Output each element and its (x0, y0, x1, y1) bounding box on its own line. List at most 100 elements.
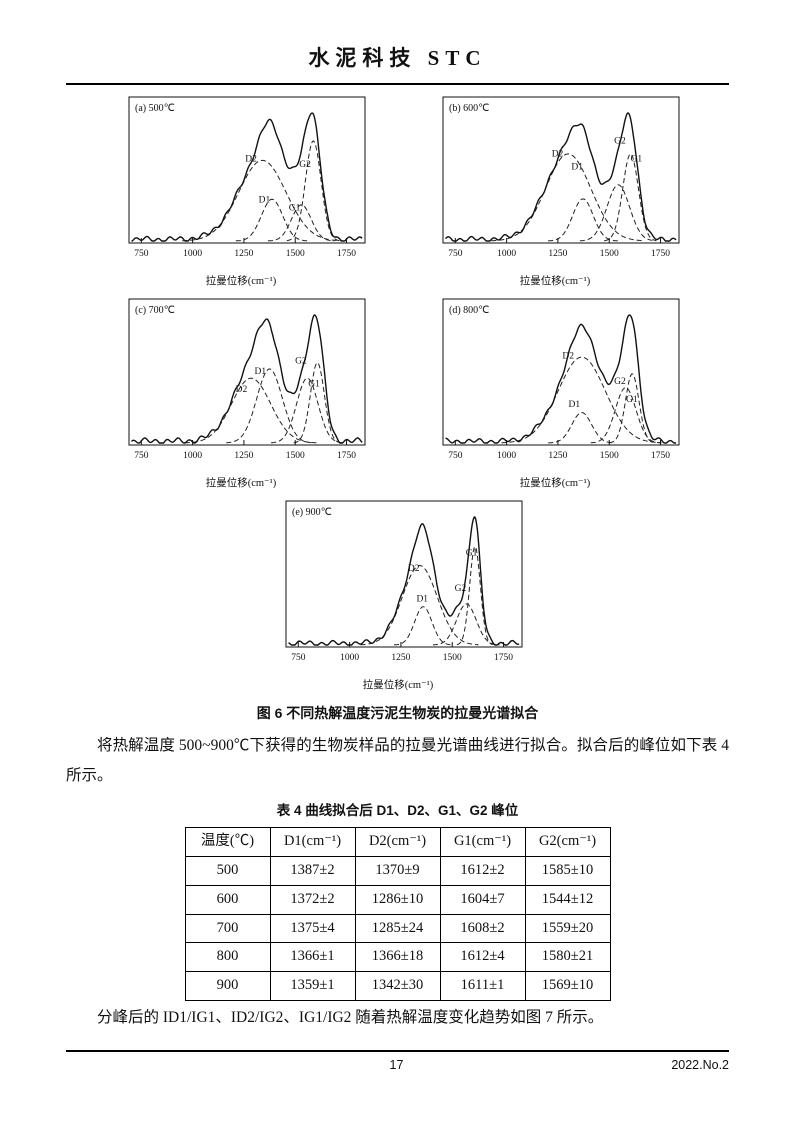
svg-text:750: 750 (448, 249, 463, 259)
svg-text:(e) 900℃: (e) 900℃ (292, 507, 332, 518)
svg-text:D2: D2 (245, 155, 257, 165)
raman-plot-d: 750 1000 1250 1500 1750 (d) 800℃ 拉曼位移(cm⁻¹) D2 D… (442, 298, 679, 489)
svg-text:1250: 1250 (391, 653, 410, 663)
raman-chart-b: 750 1000 1250 1500 1750 (b) 600℃ 拉曼位移(cm⁻¹) D2 D… (419, 91, 691, 291)
table-cell: 1366±1 (269, 942, 356, 973)
footer-divider (66, 1050, 729, 1052)
svg-text:750: 750 (134, 451, 149, 461)
header-divider (66, 83, 729, 85)
svg-text:1250: 1250 (234, 249, 253, 259)
svg-text:D2: D2 (562, 352, 574, 362)
svg-text:G2: G2 (614, 377, 626, 387)
svg-text:拉曼位移(cm⁻¹): 拉曼位移(cm⁻¹) (519, 274, 590, 287)
table-cell: 1580±21 (524, 942, 611, 973)
table-cell: 1359±1 (269, 971, 356, 1001)
raman-chart-e: 750 1000 1250 1500 1750 (e) 900℃ 拉曼位移(cm⁻¹) D2 D… (262, 495, 534, 695)
table-cell: 1611±1 (439, 971, 526, 1001)
table-cell: 1372±2 (269, 884, 356, 915)
table-header-row: 温度(℃) D1(cm⁻¹) D2(cm⁻¹) G1(cm⁻¹) G2(cm⁻¹) (184, 827, 611, 858)
issue-label: 2022.No.2 (671, 1058, 729, 1072)
svg-text:G1: G1 (308, 380, 320, 390)
svg-text:G2: G2 (614, 137, 626, 147)
svg-text:(c) 700℃: (c) 700℃ (135, 305, 175, 316)
page-number: 17 (389, 1058, 404, 1072)
raman-chart-a: 750 1000 1250 1500 1750 (a) 500℃ 拉曼位移(cm⁻¹) D2 D… (105, 91, 377, 291)
table-header-cell: G1(cm⁻¹) (439, 827, 526, 858)
table-row: 500 1387±2 1370±9 1612±2 1585±10 (184, 856, 611, 886)
svg-text:D2: D2 (551, 150, 563, 160)
svg-text:拉曼位移(cm⁻¹): 拉曼位移(cm⁻¹) (205, 476, 276, 489)
svg-text:1250: 1250 (548, 249, 567, 259)
svg-text:1750: 1750 (337, 451, 356, 461)
table-row: 700 1375±4 1285±24 1608±2 1559±20 (184, 913, 611, 944)
svg-text:拉曼位移(cm⁻¹): 拉曼位移(cm⁻¹) (519, 476, 590, 489)
svg-text:拉曼位移(cm⁻¹): 拉曼位移(cm⁻¹) (205, 274, 276, 287)
table-cell: 1604±7 (439, 884, 526, 915)
table-cell: 500 (184, 856, 271, 886)
svg-text:1750: 1750 (337, 249, 356, 259)
table-cell: 600 (184, 884, 271, 915)
svg-text:G1: G1 (465, 548, 477, 558)
svg-text:(d) 800℃: (d) 800℃ (449, 305, 489, 316)
svg-text:750: 750 (134, 249, 149, 259)
table-cell: 1366±18 (354, 942, 441, 973)
chart-row-3: 750 1000 1250 1500 1750 (e) 900℃ 拉曼位移(cm⁻¹) D2 D… (66, 495, 729, 695)
svg-text:750: 750 (448, 451, 463, 461)
svg-text:D1: D1 (571, 162, 583, 172)
table-cell: 1612±2 (439, 856, 526, 886)
table-cell: 1585±10 (524, 856, 611, 886)
chart-row-1: 750 1000 1250 1500 1750 (a) 500℃ 拉曼位移(cm⁻¹) D2 D… (66, 91, 729, 291)
raman-plot-c: 750 1000 1250 1500 1750 (c) 700℃ 拉曼位移(cm⁻¹) D2 D… (128, 298, 365, 489)
raman-chart-c: 750 1000 1250 1500 1750 (c) 700℃ 拉曼位移(cm⁻¹) D2 D… (105, 293, 377, 493)
table-cell: 1370±9 (354, 856, 441, 886)
svg-text:750: 750 (291, 653, 306, 663)
svg-text:1000: 1000 (497, 451, 516, 461)
table-cell: 700 (184, 913, 271, 944)
svg-text:1500: 1500 (599, 249, 618, 259)
table-cell: 1612±4 (439, 942, 526, 973)
svg-text:1000: 1000 (183, 249, 202, 259)
svg-text:G2: G2 (295, 357, 307, 367)
raman-chart-d: 750 1000 1250 1500 1750 (d) 800℃ 拉曼位移(cm⁻¹) D2 D… (419, 293, 691, 493)
svg-text:D1: D1 (254, 367, 266, 377)
svg-text:1000: 1000 (183, 451, 202, 461)
svg-text:(b) 600℃: (b) 600℃ (449, 103, 489, 114)
svg-text:1750: 1750 (494, 653, 513, 663)
svg-text:G1: G1 (630, 155, 642, 165)
table-cell: 1387±2 (269, 856, 356, 886)
svg-text:(a) 500℃: (a) 500℃ (135, 103, 175, 114)
raman-plot-e: 750 1000 1250 1500 1750 (e) 900℃ 拉曼位移(cm⁻¹) D2 D… (285, 500, 522, 691)
table-row: 900 1359±1 1342±30 1611±1 1569±10 (184, 971, 611, 1001)
table-row: 800 1366±1 1366±18 1612±4 1580±21 (184, 942, 611, 973)
paragraph-1: 将热解温度 500~900℃下获得的生物炭样品的拉曼光谱曲线进行拟合。拟合后的峰… (66, 737, 729, 785)
svg-text:G2: G2 (299, 160, 311, 170)
svg-text:1750: 1750 (651, 451, 670, 461)
figure-caption: 图 6 不同热解温度污泥生物炭的拉曼光谱拟合 (256, 705, 539, 721)
svg-text:D1: D1 (416, 594, 428, 604)
table-cell: 800 (184, 942, 271, 973)
table-header-cell: G2(cm⁻¹) (524, 827, 611, 858)
svg-text:1500: 1500 (442, 653, 461, 663)
table-cell: 1559±20 (524, 913, 611, 944)
svg-text:D1: D1 (258, 196, 270, 206)
figure-6: 750 1000 1250 1500 1750 (a) 500℃ 拉曼位移(cm⁻¹) D2 D… (66, 91, 729, 695)
table-cell: 1569±10 (524, 971, 611, 1001)
raman-plot-a: 750 1000 1250 1500 1750 (a) 500℃ 拉曼位移(cm⁻¹) D2 D… (128, 96, 365, 287)
table-cell: 1286±10 (354, 884, 441, 915)
svg-text:1000: 1000 (340, 653, 359, 663)
table-row: 600 1372±2 1286±10 1604±7 1544±12 (184, 884, 611, 915)
paragraph-2: 分峰后的 ID1/IG1、ID2/IG2、IG1/IG2 随着热解温度变化趋势如… (97, 1008, 604, 1026)
journal-title: 水泥科技 STC (308, 46, 487, 70)
svg-text:D1: D1 (568, 400, 580, 410)
table-caption: 表 4 曲线拟合后 D1、D2、G1、G2 峰位 (276, 803, 519, 819)
svg-text:G2: G2 (454, 584, 466, 594)
svg-text:拉曼位移(cm⁻¹): 拉曼位移(cm⁻¹) (362, 678, 433, 691)
table-header-cell: D2(cm⁻¹) (354, 827, 441, 858)
table-cell: 1608±2 (439, 913, 526, 944)
svg-text:1500: 1500 (599, 451, 618, 461)
svg-text:1250: 1250 (234, 451, 253, 461)
chart-row-2: 750 1000 1250 1500 1750 (c) 700℃ 拉曼位移(cm⁻¹) D2 D… (66, 293, 729, 493)
table-body: 500 1387±2 1370±9 1612±2 1585±10 600 1372±2 128… (184, 856, 611, 1001)
raman-plot-b: 750 1000 1250 1500 1750 (b) 600℃ 拉曼位移(cm⁻¹) D2 D… (442, 96, 679, 287)
